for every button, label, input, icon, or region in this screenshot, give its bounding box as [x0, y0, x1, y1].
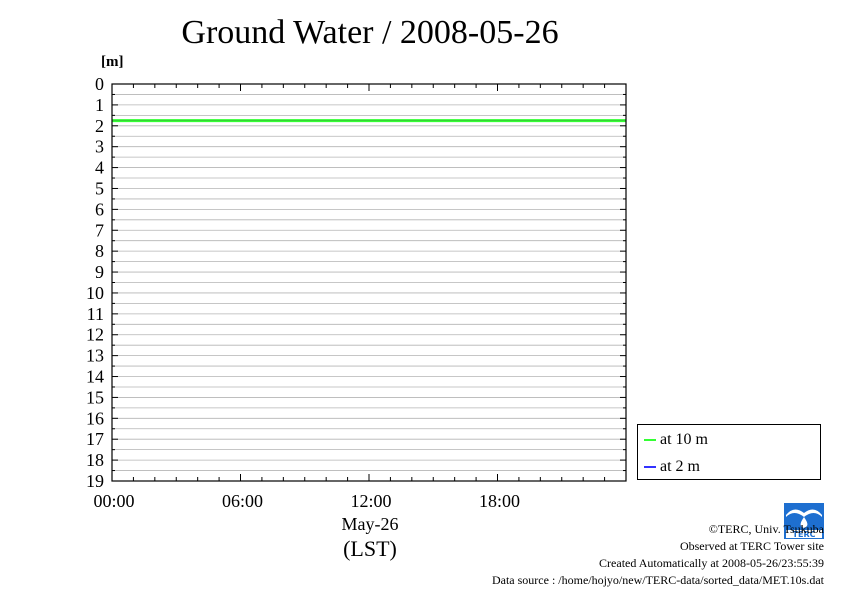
legend-swatch-2m: [644, 466, 656, 468]
x-tick-label: 06:00: [222, 491, 263, 511]
legend-item-10m: at 10 m: [644, 430, 708, 450]
legend-swatch-10m: [644, 439, 656, 441]
y-tick-label: 13: [86, 346, 104, 366]
y-tick-label: 10: [86, 283, 104, 303]
y-tick-label: 3: [95, 137, 104, 157]
y-tick-label: 12: [86, 325, 104, 345]
chart-legend: at 10 m at 2 m: [637, 424, 821, 480]
y-tick-label: 16: [86, 408, 104, 428]
terc-logo-icon: TERC: [784, 503, 824, 539]
y-tick-label: 14: [86, 367, 104, 387]
y-tick-label: 1: [95, 95, 104, 115]
y-tick-label: 7: [95, 220, 104, 240]
y-tick-label: 9: [95, 262, 104, 282]
logo-text: TERC: [793, 530, 816, 539]
y-tick-label: 2: [95, 116, 104, 136]
y-tick-label: 11: [87, 304, 104, 324]
y-axis-unit-label: [m]: [101, 54, 124, 70]
y-tick-label: 0: [95, 74, 104, 94]
legend-label-2m: at 2 m: [660, 458, 700, 475]
y-tick-label: 18: [86, 450, 104, 470]
chart-title: Ground Water / 2008-05-26: [181, 14, 559, 51]
y-tick-label: 15: [86, 387, 104, 407]
credit-copyright: ©TERC, Univ. Tsukuba: [708, 522, 824, 536]
x-tick-label: 00:00: [93, 491, 134, 511]
y-tick-label: 4: [95, 158, 104, 178]
credit-source: Data source : /home/hojyo/new/TERC-data/…: [491, 573, 824, 587]
axis-ticks: [111, 83, 627, 482]
y-tick-label: 5: [95, 178, 104, 198]
y-tick-label: 6: [95, 199, 104, 219]
legend-item-2m: at 2 m: [644, 457, 700, 477]
x-axis-timezone-label: (LST): [343, 536, 397, 561]
y-tick-label: 19: [86, 471, 104, 491]
grid-lines: [112, 94, 626, 471]
credit-observed: Observed at TERC Tower site: [679, 539, 824, 553]
x-tick-label: 18:00: [479, 491, 520, 511]
x-tick-label: 12:00: [350, 491, 391, 511]
credit-created: Created Automatically at 2008-05-26/23:5…: [599, 556, 824, 570]
y-tick-label: 17: [86, 429, 104, 449]
y-tick-label: 8: [95, 241, 104, 261]
legend-label-10m: at 10 m: [660, 431, 708, 448]
x-axis-date-label: May-26: [341, 514, 399, 534]
